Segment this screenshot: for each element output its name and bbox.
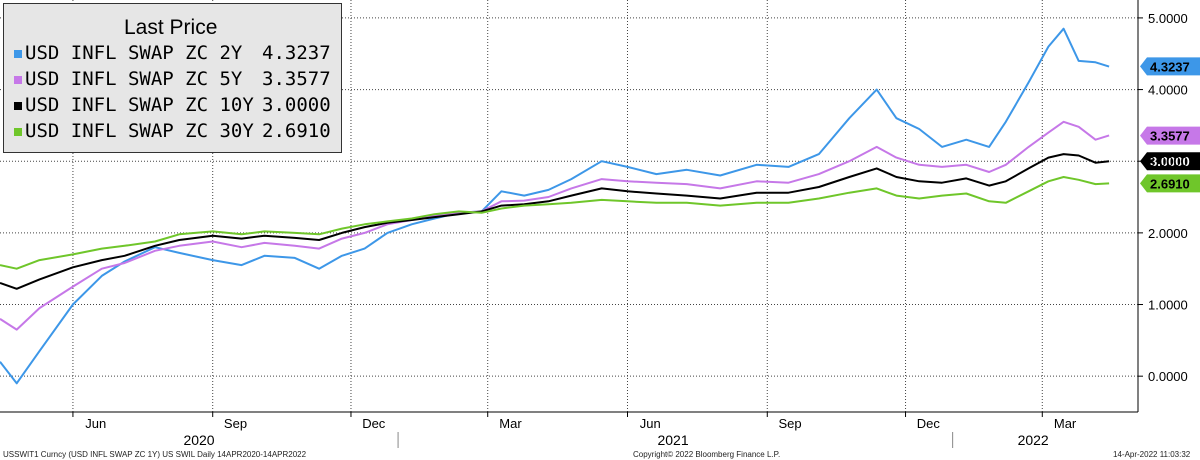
footer-timestamp: 14-Apr-2022 11:03:32: [1113, 450, 1191, 459]
series-lines: [0, 27, 1110, 385]
legend-series-name: USD INFL SWAP ZC 2Y: [25, 42, 243, 64]
y-tick-label: 2.0000: [1148, 226, 1188, 241]
x-tick-label: Jun: [85, 416, 106, 431]
legend-series-value: 3.3577: [262, 68, 331, 90]
x-tick-label: Mar: [499, 416, 522, 431]
x-tick-label: Jun: [640, 416, 661, 431]
end-label-tag: [1140, 57, 1200, 76]
end-label-value: 3.3577: [1150, 129, 1190, 144]
legend-series-value: 2.6910: [262, 120, 331, 142]
legend-swatch: [14, 102, 22, 110]
x-tick-label: Sep: [224, 416, 247, 431]
legend: Last Price USD INFL SWAP ZC 2Y 4.3237 USD …: [3, 3, 342, 153]
footer-source: USSWIT1 Curncy (USD INFL SWAP ZC 1Y) US …: [3, 450, 307, 459]
y-tick-label: 3.0000: [1148, 154, 1188, 169]
legend-swatch: [14, 50, 22, 58]
legend-swatch: [14, 128, 22, 136]
x-tick-label: Mar: [1054, 416, 1077, 431]
series-line: [0, 120, 1110, 331]
legend-series-name: USD INFL SWAP ZC 5Y: [25, 68, 243, 90]
x-year-label: 2022: [1018, 432, 1049, 448]
x-axis: Jun Sep Dec Mar Jun Sep Dec Mar 2020 2021 2022: [0, 411, 1138, 448]
legend-title: Last Price: [124, 16, 218, 39]
end-labels: 4.3237 3.3577 3.0000 2.6910: [1140, 57, 1200, 193]
x-tick-label: Dec: [362, 416, 386, 431]
x-year-label: 2020: [183, 432, 214, 448]
end-label-value: 2.6910: [1150, 176, 1190, 191]
series-line: [0, 27, 1110, 385]
series-line: [0, 176, 1110, 270]
legend-series-value: 3.0000: [262, 94, 331, 116]
legend-series-value: 4.3237: [262, 42, 331, 64]
legend-swatch: [14, 76, 22, 84]
end-label-value: 4.3237: [1150, 59, 1190, 74]
y-tick-label: 0.0000: [1148, 369, 1188, 384]
x-tick-label: Dec: [917, 416, 941, 431]
x-tick-label: Sep: [778, 416, 801, 431]
x-year-label: 2021: [657, 432, 688, 448]
legend-series-name: USD INFL SWAP ZC 10Y: [25, 94, 254, 116]
footer-copyright: Copyright© 2022 Bloomberg Finance L.P.: [633, 450, 781, 459]
end-label-value: 3.0000: [1150, 154, 1190, 169]
y-tick-label: 1.0000: [1148, 298, 1188, 313]
y-axis: 0.0000 1.0000 2.0000 3.0000 4.0000 5.0000: [1137, 0, 1188, 412]
end-label-tag: [1140, 174, 1200, 193]
y-tick-label: 4.0000: [1148, 83, 1188, 98]
end-label-tag: [1140, 126, 1200, 145]
series-line: [0, 153, 1110, 290]
end-label-tag: [1140, 152, 1200, 171]
legend-series-name: USD INFL SWAP ZC 30Y: [25, 120, 254, 142]
y-tick-label: 5.0000: [1148, 11, 1188, 26]
